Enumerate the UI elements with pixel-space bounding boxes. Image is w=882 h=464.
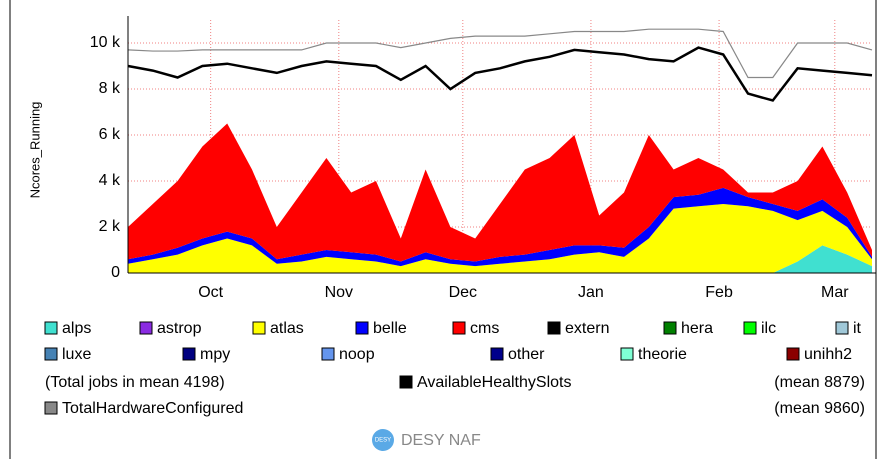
legend-label: AvailableHealthySlots <box>417 374 571 391</box>
legend-label: ilc <box>761 320 776 337</box>
legend-label: hera <box>681 320 713 337</box>
legend-label: theorie <box>638 346 687 363</box>
legend-label: extern <box>565 320 609 337</box>
legend-swatch <box>44 347 58 361</box>
y-tick-label: 8 k <box>99 80 121 97</box>
y-tick-label: 4 k <box>99 172 121 189</box>
frame <box>9 0 877 464</box>
x-tick-label: Nov <box>325 284 353 301</box>
legend-swatch <box>835 321 849 335</box>
logo <box>372 429 394 451</box>
legend-swatch <box>399 375 413 389</box>
legend-label: it <box>853 320 862 337</box>
footer: DESY NAF <box>401 432 481 449</box>
legend-swatch <box>620 347 634 361</box>
legend-swatch <box>786 347 800 361</box>
x-tick-label: Mar <box>821 284 849 301</box>
line <box>127 46 873 102</box>
y-tick-label: 6 k <box>99 126 121 143</box>
area <box>128 123 872 262</box>
area <box>128 204 872 273</box>
y-tick-label: 2 k <box>99 218 121 235</box>
annotation: (Total jobs in mean 4198) <box>45 374 225 391</box>
legend-swatch <box>44 401 58 415</box>
legend-label: TotalHardwareConfigured <box>62 400 243 417</box>
y-tick-label: 10 k <box>90 34 121 51</box>
x-tick-label: Feb <box>705 284 733 301</box>
annotation: (mean 8879) <box>774 374 865 391</box>
legend-label: mpy <box>200 346 230 363</box>
legend-label: luxe <box>62 346 91 363</box>
legend-swatch <box>44 321 58 335</box>
annotation: (mean 9860) <box>774 400 865 417</box>
y-tick-label: 0 <box>111 264 120 281</box>
legend-swatch <box>743 321 757 335</box>
logo-text: DESY <box>375 438 391 444</box>
legend-swatch <box>252 321 266 335</box>
x-tick-label: Dec <box>449 284 477 301</box>
legend-label: cms <box>470 320 499 337</box>
x-tick-label: Oct <box>198 284 223 301</box>
legend-swatch <box>490 347 504 361</box>
legend-label: unihh2 <box>804 346 852 363</box>
legend-swatch <box>139 321 153 335</box>
legend-label: atlas <box>270 320 304 337</box>
legend-swatch <box>321 347 335 361</box>
legend-swatch <box>452 321 466 335</box>
line <box>127 28 873 79</box>
legend-label: alps <box>62 320 91 337</box>
legend-swatch <box>547 321 561 335</box>
area <box>128 187 872 267</box>
area <box>128 245 872 273</box>
legend-swatch <box>355 321 369 335</box>
legend-label: noop <box>339 346 375 363</box>
legend-label: astrop <box>157 320 202 337</box>
x-tick-label: Jan <box>578 284 604 301</box>
legend-label: other <box>508 346 545 363</box>
legend-swatch <box>663 321 677 335</box>
legend-swatch <box>182 347 196 361</box>
legend-label: belle <box>373 320 407 337</box>
y-axis-label: Ncores_Running <box>27 102 42 199</box>
